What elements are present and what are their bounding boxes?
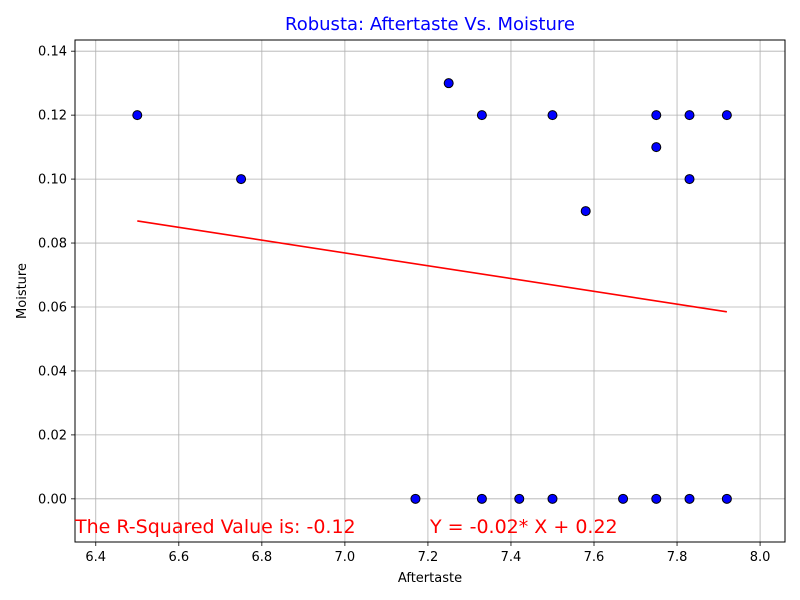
- data-point: [684, 174, 695, 185]
- y-tick-label: 0.14: [38, 45, 67, 60]
- data-point: [684, 110, 695, 121]
- r-squared-annotation: The R-Squared Value is: -0.12: [74, 516, 356, 538]
- data-point: [547, 110, 558, 121]
- x-tick-label: 6.6: [168, 550, 189, 565]
- y-axis-label: Moisture: [15, 263, 30, 319]
- data-point: [721, 493, 732, 504]
- data-point: [651, 493, 662, 504]
- data-point: [721, 110, 732, 121]
- x-tick-label: 7.6: [584, 550, 605, 565]
- x-axis-label: Aftertaste: [398, 571, 462, 586]
- data-point: [547, 493, 558, 504]
- data-point: [236, 174, 247, 185]
- x-tick-label: 6.4: [85, 550, 106, 565]
- y-axis-ticks: 0.00 0.02 0.04 0.06 0.08 0.10 0.12 0.14: [38, 45, 75, 507]
- data-point: [684, 493, 695, 504]
- data-point: [618, 493, 629, 504]
- y-tick-label: 0.08: [38, 237, 67, 252]
- grid-lines: [75, 40, 785, 542]
- x-tick-label: 7.8: [667, 550, 688, 565]
- x-tick-label: 8.0: [750, 550, 771, 565]
- x-tick-label: 7.2: [418, 550, 439, 565]
- chart-title: Robusta: Aftertaste Vs. Moisture: [285, 14, 575, 35]
- x-tick-label: 6.8: [251, 550, 272, 565]
- regression-equation-annotation: Y = -0.02* X + 0.22: [429, 516, 618, 538]
- y-tick-label: 0.12: [38, 109, 67, 124]
- data-point: [651, 110, 662, 121]
- regression-line: [137, 220, 727, 313]
- data-points: [132, 78, 732, 504]
- data-point: [476, 493, 487, 504]
- data-point: [132, 110, 143, 121]
- data-point: [410, 493, 421, 504]
- x-axis-ticks: 6.4 6.6 6.8 7.0 7.2 7.4 7.6 7.8 8.0: [85, 542, 770, 565]
- plot-frame: [74, 39, 786, 543]
- data-point: [580, 206, 591, 217]
- x-tick-label: 7.0: [335, 550, 356, 565]
- x-tick-label: 7.4: [501, 550, 522, 565]
- data-point: [651, 142, 662, 153]
- data-point: [443, 78, 454, 89]
- y-tick-label: 0.00: [38, 492, 67, 507]
- data-point: [476, 110, 487, 121]
- data-point: [514, 493, 525, 504]
- y-tick-label: 0.10: [38, 173, 67, 188]
- y-tick-label: 0.04: [38, 364, 67, 379]
- y-tick-label: 0.02: [38, 428, 67, 443]
- y-tick-label: 0.06: [38, 300, 67, 315]
